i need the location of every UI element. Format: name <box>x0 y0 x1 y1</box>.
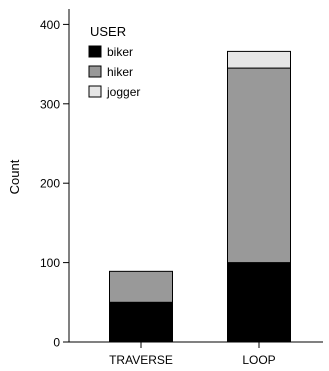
legend-swatch-hiker <box>88 65 102 78</box>
bar-segment-biker <box>227 262 291 343</box>
y-ticks: 0 100 200 300 400 <box>40 18 69 350</box>
x-tick-label: TRAVERSE <box>109 353 173 367</box>
legend-title: USER <box>90 24 126 39</box>
legend-swatch-jogger <box>88 85 102 98</box>
y-tick-label: 300 <box>40 97 60 111</box>
y-tick-label: 0 <box>53 336 60 350</box>
bars <box>109 50 291 343</box>
bar-segment-hiker <box>227 67 291 264</box>
legend-label-biker: biker <box>107 45 133 59</box>
y-tick-label: 400 <box>40 18 60 32</box>
y-axis-label: Count <box>7 159 22 194</box>
bar-segment-hiker <box>109 270 173 303</box>
x-tick-label: LOOP <box>242 353 275 367</box>
bar-segment-jogger <box>227 50 291 69</box>
y-tick-label: 100 <box>40 256 60 270</box>
axes: 0 100 200 300 400 TRAVERSE LOOP <box>40 9 323 367</box>
legend-swatch-biker <box>88 45 102 58</box>
legend: USER biker hiker jogger <box>88 24 140 99</box>
bar-segment-biker <box>109 301 173 343</box>
y-tick-label: 200 <box>40 177 60 191</box>
legend-label-jogger: jogger <box>106 85 140 99</box>
x-ticks: TRAVERSE LOOP <box>109 342 276 367</box>
legend-label-hiker: hiker <box>107 65 133 79</box>
